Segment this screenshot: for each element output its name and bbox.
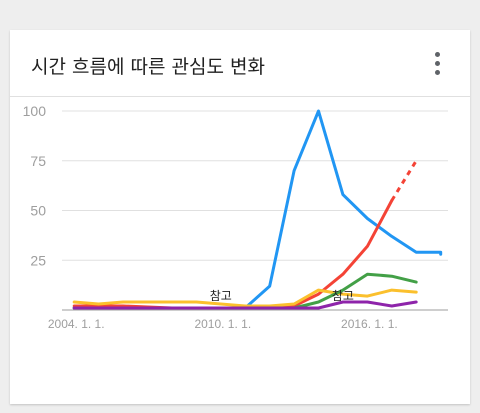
interest-over-time-card: 시간 흐름에 따른 관심도 변화 25 50 75 100 2004. 1. 1. 201… [10,30,470,404]
x-tick-label: 2016. 1. 1. [341,317,398,331]
annotation-note: 참고 [332,289,354,303]
x-tick-label: 2004. 1. 1. [48,317,105,331]
y-tick-label: 75 [30,153,46,169]
interest-line-chart: 25 50 75 100 2004. 1. 1. 2010. 1. 1. 2016. 1. … [23,103,448,331]
menu-dot [435,70,440,75]
menu-dot [435,52,440,57]
y-tick-label: 50 [30,203,46,219]
card-header: 시간 흐름에 따른 관심도 변화 [10,30,470,97]
menu-dot [435,61,440,66]
x-tick-label: 2010. 1. 1. [194,317,251,331]
series-projection-2 [390,160,418,202]
y-tick-label: 25 [30,252,46,268]
card-title: 시간 흐름에 따른 관심도 변화 [31,56,265,78]
series-line-5 [72,300,418,310]
annotation-note: 참고 [210,289,232,303]
series-line-3 [72,288,418,308]
more-vert-icon[interactable] [426,50,450,78]
y-tick-label: 100 [23,103,47,119]
